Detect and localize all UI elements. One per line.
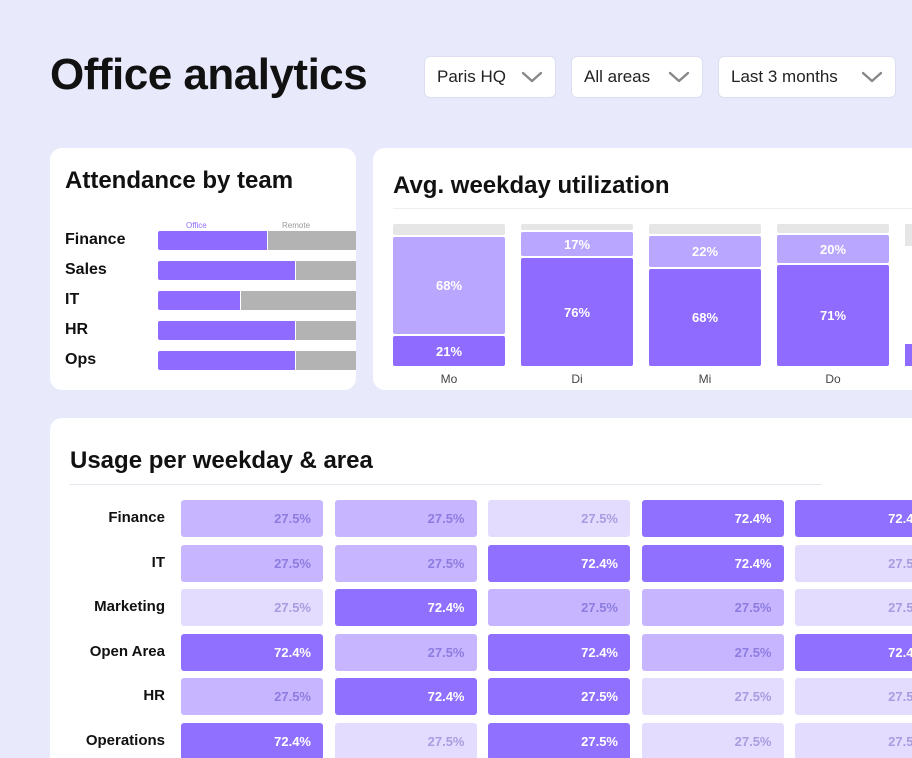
heatmap-cell[interactable]: 72.4% (181, 633, 323, 671)
heatmap-cell[interactable]: 27.5% (641, 723, 784, 758)
rest-segment (393, 224, 505, 235)
heatmap-cell[interactable]: 27.5% (641, 678, 784, 716)
heatmap-cell[interactable]: 27.5% (795, 589, 912, 627)
heatmap-cell[interactable]: 72.4% (795, 500, 912, 537)
attendance-title: Attendance by team (65, 167, 294, 194)
heatmap-cell[interactable]: 72.4% (795, 633, 912, 671)
low-segment: 76% (521, 258, 633, 366)
heatmap-row-label: Marketing (94, 598, 165, 616)
chevron-down-icon (861, 71, 883, 83)
heatmap-row-label: HR (143, 687, 165, 705)
day-label: Do (825, 372, 841, 386)
heatmap-title: Usage per weekday & area (70, 447, 373, 474)
page-title: Office analytics (50, 50, 368, 99)
heatmap-cell[interactable]: 27.5% (795, 723, 912, 758)
heatmap-cell[interactable]: 27.5% (488, 589, 630, 627)
heatmap-row-label: Operations (85, 732, 165, 749)
heatmap-cell[interactable]: 27.5% (334, 633, 477, 671)
heatmap-cell[interactable]: 27.5% (334, 723, 477, 758)
low-segment: 71% (777, 265, 889, 366)
heatmap-cell[interactable]: 27.5% (795, 544, 912, 582)
high-segment: 68% (393, 237, 505, 334)
attendance-row: Ops (65, 350, 356, 370)
office-bar (158, 231, 267, 250)
heatmap-cell[interactable]: 27.5% (334, 544, 477, 582)
remote-bar (268, 231, 356, 250)
high-segment: 22% (649, 236, 761, 267)
day-label: Mo (440, 372, 458, 386)
utilization-title: Avg. weekday utilization (393, 172, 670, 199)
heatmap-cell[interactable]: 27.5% (181, 678, 323, 716)
heatmap-cell[interactable]: 72.4% (334, 678, 477, 716)
heatmap-cell[interactable]: 27.5% (488, 723, 630, 758)
heatmap-cell[interactable]: 27.5% (334, 500, 477, 537)
team-label: Ops (65, 351, 97, 368)
heatmap-cell[interactable]: 72.4% (488, 544, 630, 582)
legend-office: Office (186, 221, 207, 230)
period-dropdown-label: Last 3 months (731, 67, 838, 86)
heatmap-cell[interactable]: 27.5% (181, 500, 323, 537)
utilization-column: 17% 76% Di (521, 224, 633, 390)
team-label: Finance (65, 231, 126, 248)
day-label: Di (571, 372, 583, 386)
rest-segment (521, 224, 633, 230)
attendance-card: Attendance by team Office Remote Finance… (50, 148, 356, 390)
heatmap-cell[interactable]: 27.5% (488, 500, 630, 537)
heatmap-cell[interactable]: 72.4% (488, 633, 630, 671)
day-label: Mi (698, 372, 712, 386)
heatmap-cell[interactable]: 72.4% (334, 589, 477, 627)
team-label: IT (65, 291, 80, 308)
heatmap-cell[interactable]: 72.4% (181, 723, 323, 758)
utilization-column-partial (905, 224, 912, 366)
heatmap-row-label: Open Area (89, 642, 165, 660)
heatmap-cell[interactable]: 72.4% (641, 544, 784, 582)
heatmap-cell[interactable]: 27.5% (795, 678, 912, 716)
legend-remote: Remote (282, 221, 311, 230)
low-segment: 68% (649, 269, 761, 366)
area-dropdown-label: All areas (584, 67, 651, 86)
utilization-column: 68% 21% Mo (393, 224, 505, 390)
heatmap-cell[interactable]: 27.5% (488, 678, 630, 716)
team-label: HR (65, 321, 89, 338)
office-bar (158, 261, 295, 280)
office-bar (158, 321, 295, 340)
location-dropdown[interactable]: Paris HQ (424, 56, 556, 98)
remote-bar (296, 321, 356, 340)
low-segment: 21% (393, 336, 505, 366)
heatmap-cell[interactable]: 27.5% (641, 633, 784, 671)
utilization-column: 20% 71% Do (777, 224, 889, 390)
attendance-row: Finance (65, 230, 356, 250)
area-dropdown[interactable]: All areas (571, 56, 703, 98)
attendance-row: Sales (65, 260, 356, 280)
location-dropdown-label: Paris HQ (437, 67, 506, 86)
heatmap-cell[interactable]: 72.4% (641, 500, 784, 537)
remote-bar (241, 291, 356, 310)
chevron-down-icon (521, 71, 543, 83)
heatmap-cell[interactable]: 27.5% (181, 589, 323, 627)
office-bar (158, 291, 240, 310)
office-bar (158, 351, 295, 370)
utilization-card: Avg. weekday utilization 68% 21% Mo 17% 76% D… (373, 148, 912, 390)
team-label: Sales (65, 261, 107, 278)
chevron-down-icon (668, 71, 690, 83)
heatmap-cell[interactable]: 27.5% (641, 589, 784, 627)
remote-bar (296, 261, 356, 280)
attendance-row: HR (65, 320, 356, 340)
heatmap-card: Usage per weekday & area Finance 27.5% 27.… (50, 418, 912, 758)
heatmap-row-label: Finance (108, 509, 165, 526)
rest-segment (777, 224, 889, 233)
high-segment: 17% (521, 232, 633, 256)
heatmap-cell[interactable]: 27.5% (181, 544, 323, 582)
high-segment: 20% (777, 235, 889, 263)
heatmap-row-label: IT (151, 553, 165, 571)
rest-segment (649, 224, 761, 234)
period-dropdown[interactable]: Last 3 months (718, 56, 896, 98)
utilization-column: 22% 68% Mi (649, 224, 761, 390)
attendance-row: IT (65, 290, 356, 310)
remote-bar (296, 351, 356, 370)
